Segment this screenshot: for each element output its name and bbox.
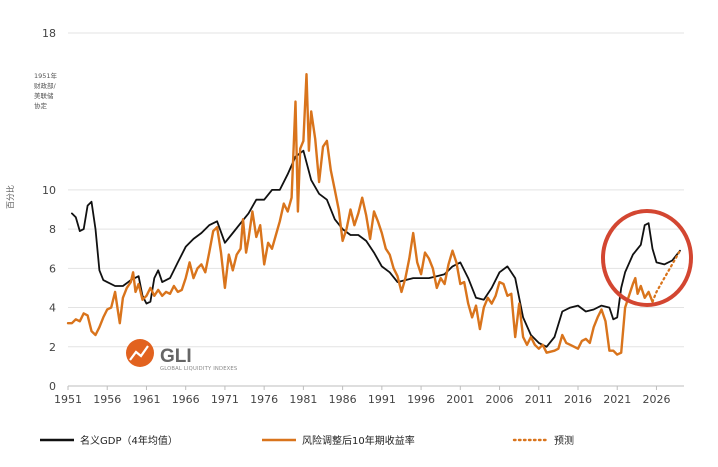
x-tick-label: 2001 <box>446 393 474 406</box>
x-tick-label: 2006 <box>486 393 514 406</box>
legend-label: 风险调整后10年期收益率 <box>302 434 415 447</box>
x-tick-label: 1986 <box>329 393 357 406</box>
gli-logo: GLI GLOBAL LIQUIDITY INDEXES <box>126 339 237 372</box>
x-tick-label: 1971 <box>211 393 239 406</box>
legend: 名义GDP（4年均值） 风险调整后10年期收益率 预测 <box>40 434 574 447</box>
y-tick-label: 6 <box>49 262 56 275</box>
series-forecast <box>651 249 682 303</box>
annotation-line: 财政部/ <box>34 81 57 90</box>
x-tick-label: 1976 <box>250 393 278 406</box>
y-axis-label: 百分比 <box>5 185 15 209</box>
logo-arrow-icon <box>129 345 149 361</box>
y-tick-label: 4 <box>49 302 56 315</box>
x-tick-label: 1996 <box>407 393 435 406</box>
series-layer <box>66 73 682 356</box>
y-axis: 0 2 4 6 8 10 18 <box>42 27 56 393</box>
highlight-circle <box>601 209 693 307</box>
annotation-line: 1951年 <box>34 71 58 80</box>
x-tick-label: 1966 <box>172 393 200 406</box>
x-tick-label: 1961 <box>132 393 160 406</box>
x-axis: 1951 1956 1961 1966 1971 1976 1981 1986 1991 1996… <box>54 386 670 406</box>
legend-item-gdp: 名义GDP（4年均值） <box>40 434 178 447</box>
x-tick-label: 1951 <box>54 393 82 406</box>
grid <box>68 32 684 348</box>
annotation-line: 协定 <box>34 101 48 110</box>
y-tick-label: 0 <box>49 380 56 393</box>
legend-item-yield: 风险调整后10年期收益率 <box>262 434 415 447</box>
legend-label: 名义GDP（4年均值） <box>80 434 178 447</box>
x-tick-label: 2026 <box>642 393 670 406</box>
series-risk-adjusted-10y-yield <box>66 73 654 356</box>
y-tick-label: 10 <box>42 184 56 197</box>
y-tick-label: 8 <box>49 223 56 236</box>
x-tick-label: 1991 <box>368 393 396 406</box>
x-tick-label: 1981 <box>289 393 317 406</box>
y-tick-label: 18 <box>42 27 56 40</box>
x-tick-label: 1956 <box>93 393 121 406</box>
logo-circle <box>126 339 154 367</box>
y-tick-label: 2 <box>49 341 56 354</box>
x-tick-label: 2021 <box>603 393 631 406</box>
annotation-line: 美联储 <box>34 91 54 100</box>
legend-label: 预测 <box>554 434 574 447</box>
x-tick-label: 2011 <box>525 393 553 406</box>
legend-item-forecast: 预测 <box>512 434 574 447</box>
series-nominal-gdp <box>71 149 681 348</box>
logo-name: GLI <box>160 346 192 367</box>
logo-subtitle: GLOBAL LIQUIDITY INDEXES <box>160 366 237 372</box>
x-tick-label: 2016 <box>564 393 592 406</box>
